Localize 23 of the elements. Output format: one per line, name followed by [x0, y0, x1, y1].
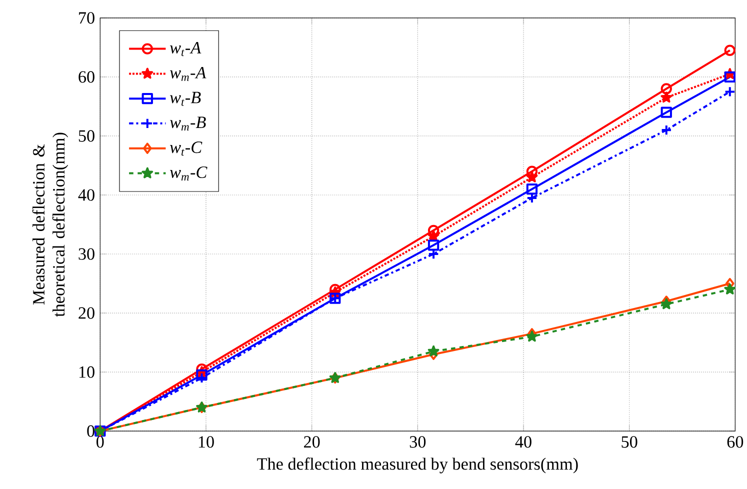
legend-label: w$_{t}$-A: [170, 42, 202, 56]
legend-label: w$_{m}$-C: [170, 166, 208, 181]
x-tick-label: 30: [410, 436, 426, 448]
y-tick-label: 20: [78, 307, 94, 319]
y-tick-label: 30: [78, 248, 94, 260]
x-tick-label: 40: [515, 436, 532, 448]
y-tick-label: 40: [78, 189, 94, 201]
legend-label: w$_{m}$-B: [170, 116, 206, 131]
y-tick-label: 70: [79, 12, 94, 24]
y-tick-label: 60: [78, 71, 94, 83]
legend-label: w$_{t}$-B: [170, 92, 201, 106]
y-axis-title: Measured deflection & theoretical deflection(mm): [32, 132, 68, 317]
x-tick-label: 10: [198, 436, 214, 448]
legend-label: w$_{t}$-C: [170, 142, 202, 156]
x-tick-label: 0: [96, 436, 104, 448]
x-tick-label: 60: [727, 436, 744, 448]
y-tick-label: 50: [78, 130, 94, 142]
x-axis-title: The deflection measured by bend sensors(mm): [257, 458, 578, 474]
y-tick-label: 10: [79, 366, 94, 378]
x-tick-label: 20: [304, 436, 320, 448]
x-tick-label: 50: [622, 436, 638, 448]
legend-label: w$_{m}$-A: [170, 67, 206, 81]
y-tick-label: 0: [87, 425, 94, 437]
